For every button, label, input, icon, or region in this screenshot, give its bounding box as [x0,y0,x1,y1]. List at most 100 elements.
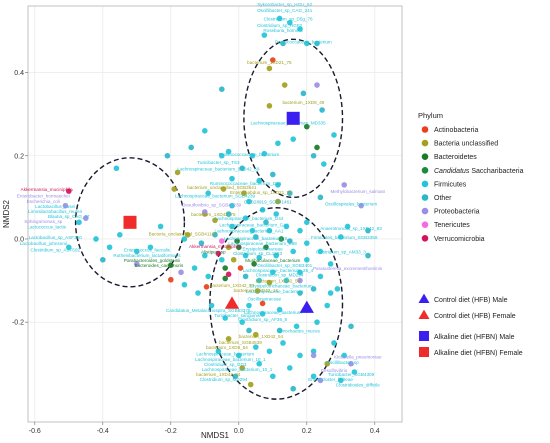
phylum-legend-swatch [421,126,429,133]
taxon-label: bacterium_1XD8_54 [206,345,248,350]
taxon-label: Clostridium_sp_MD294 [200,377,248,382]
taxon-label: bacterium_1XD42_44 [196,372,241,377]
data-point [253,344,259,350]
taxon-label: Lachnospiraceae_bacterium_S98 [228,241,297,246]
x-tick-label: 0.4 [370,428,380,435]
data-point [304,240,310,246]
taxon-label: Lactobacillus_casei [35,204,75,209]
data-point [287,238,293,244]
data-point [219,86,225,92]
data-point [297,352,303,359]
data-point [297,269,303,276]
data-point [259,300,266,307]
data-point [134,248,140,255]
data-point [256,177,263,184]
taxon-label: Clostridium_sp_D5g_76 [264,17,313,22]
data-point [202,128,208,134]
taxon-label: Clostridium_sp_MD294 [256,272,304,277]
data-point [310,373,317,380]
data-point [195,290,201,296]
taxon-label: Erysipelotrichaceae [243,247,284,252]
data-point [338,377,344,384]
taxon-label: Anaerotruncus_sp_1XD42_93 [320,226,382,231]
data-point [191,265,198,271]
data-point [341,182,348,188]
taxon-label: Oscillibacter_sp_CAG_241 [257,8,313,13]
data-point [185,232,191,238]
phylum-legend-swatch [421,153,429,160]
data-point [365,227,371,234]
data-point [220,186,227,192]
phylum-legend-swatch [421,194,429,201]
taxon-label: Limosilactobacillus_reuteri [28,209,82,214]
data-point [254,288,261,294]
taxon-label: Methylobacterium_salmani [330,189,385,194]
data-point [168,262,174,268]
data-point [281,82,288,88]
taxon-label: Desulfovibrio [321,368,348,373]
data-point [168,276,174,283]
data-point [225,336,232,342]
taxon-label: Akkermansia_muciniphila [21,187,74,192]
data-point [321,161,327,167]
data-point [287,19,293,26]
taxon-label: Bacteroides_caecimuris [135,263,184,268]
data-point [246,327,252,334]
data-point [304,219,310,226]
data-point [331,132,337,138]
data-point [229,202,235,209]
taxon-label: Lachnospiraceae_bacterium_GA4 [219,222,289,227]
taxon-label: Lachnospiraceae_bacterium_D44 [215,216,284,221]
data-point [222,265,228,271]
phylum-legend-label: Firmicutes [434,181,467,188]
taxon-label: bacterium_1XD42_54 [210,283,255,288]
group-legend-label: Alkaline diet (HFBN) Female [434,350,523,357]
data-point [365,252,371,259]
taxon-label: Lachnospiraceae_bacterium_SGB4239 [175,193,256,198]
data-point [253,331,259,338]
data-point [261,32,268,38]
x-tick-label: -0.6 [29,428,41,435]
x-tick-layer: -0.6 -0.4 -0.2 0.0 0.2 0.4 [29,422,380,435]
taxon-label: Lactobacillus_sp_ASF360 [29,235,83,240]
taxon-label: Firmicutes_bacterium_SGB3359 [311,235,378,240]
data-point [157,223,164,230]
data-point [83,215,89,221]
data-point [222,275,228,282]
data-point [348,323,354,330]
data-point [290,385,297,392]
data-point [297,277,303,284]
data-point [174,169,181,176]
data-point [324,360,331,367]
data-point [237,265,244,271]
data-point [219,238,225,244]
y-axis-label: NMDS2 [2,199,11,228]
taxon-label: Oscillospiraceae [247,297,281,302]
taxon-label: Oscillibacter_sp_SGB3401 [257,263,312,268]
taxon-label: Lachnospiraceae_bacterium_AA1 [215,229,284,234]
data-point [253,234,259,240]
phylum-legend-label: Verrucomicrobia [434,236,485,243]
phylum-legend-swatch [421,167,429,174]
data-point [219,152,225,159]
data-point [304,256,310,263]
data-point [283,277,290,284]
data-point [246,198,252,205]
group-legend-symbol [418,293,430,304]
y-tick-label: -0.2 [12,320,24,327]
point-layer [62,15,371,392]
data-point [215,348,222,355]
data-point [203,284,210,290]
data-point [300,90,307,97]
taxon-label: Escherichia_coli [27,199,60,204]
data-point [181,236,188,242]
data-point [327,261,334,267]
taxon-label: bacterium_1XD21_75 [247,60,292,65]
taxon-label: Erysipelotrichaceae_bacterium [250,284,313,289]
taxon-label: Clostridium_sp_CL1583 [233,251,282,256]
data-point [247,381,254,388]
taxon-label: Clostridium_sp_AF36_8 [238,317,287,322]
data-point [106,244,113,251]
taxon-label: bacterium_1XD42_54 [256,279,301,284]
data-point [241,190,247,196]
